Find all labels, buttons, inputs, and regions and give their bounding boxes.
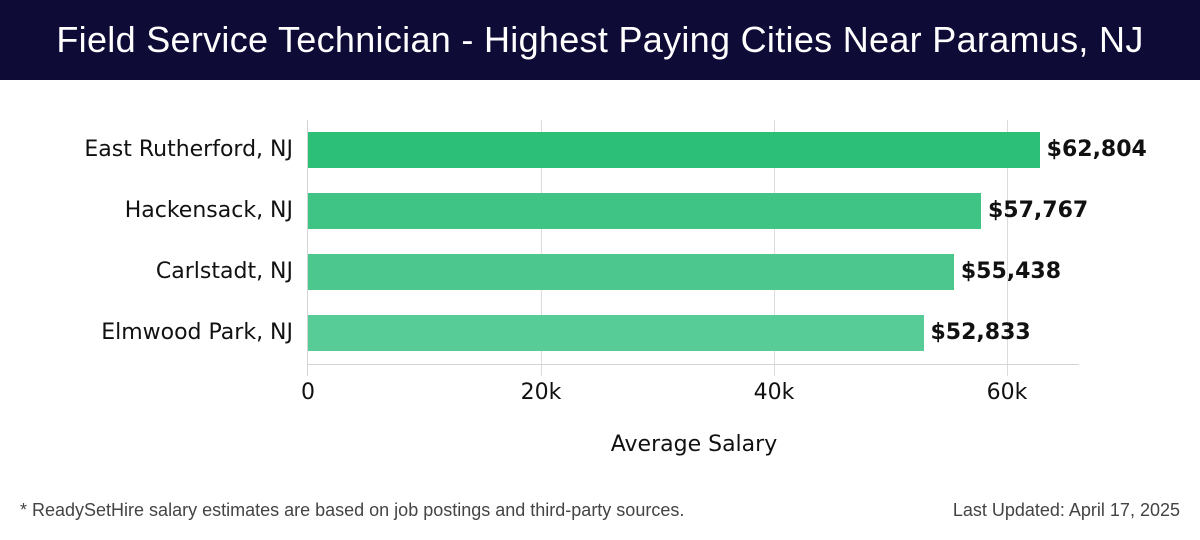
bar — [308, 315, 924, 351]
x-axis — [308, 364, 1079, 365]
y-axis-label: Elmwood Park, NJ — [101, 320, 293, 345]
chart-title: Field Service Technician - Highest Payin… — [56, 19, 1144, 60]
x-axis-title: Average Salary — [610, 432, 778, 457]
gridline-60k — [1007, 120, 1008, 376]
gridline-40k — [774, 120, 775, 376]
bar — [308, 254, 954, 290]
y-axis-label: Hackensack, NJ — [124, 198, 293, 223]
bar — [308, 193, 981, 229]
bar-value-label: $52,833 — [930, 320, 1031, 345]
last-updated: Last Updated: April 17, 2025 — [952, 500, 1180, 520]
footnote: * ReadySetHire salary estimates are base… — [20, 500, 685, 520]
x-tick: 20k — [520, 380, 562, 405]
y-axis — [307, 120, 308, 376]
title-bar: Field Service Technician - Highest Payin… — [0, 0, 1200, 80]
x-tick: 40k — [753, 380, 795, 405]
gridline-20k — [541, 120, 542, 376]
bar — [308, 132, 1040, 168]
x-tick: 60k — [986, 380, 1028, 405]
x-tick: 0 — [301, 380, 315, 405]
y-axis-label: Carlstadt, NJ — [155, 259, 293, 284]
bar-value-label: $55,438 — [960, 259, 1062, 284]
bar-value-label: $57,767 — [987, 198, 1089, 223]
y-axis-label: East Rutherford, NJ — [84, 137, 293, 162]
bar-value-label: $62,804 — [1046, 137, 1147, 162]
